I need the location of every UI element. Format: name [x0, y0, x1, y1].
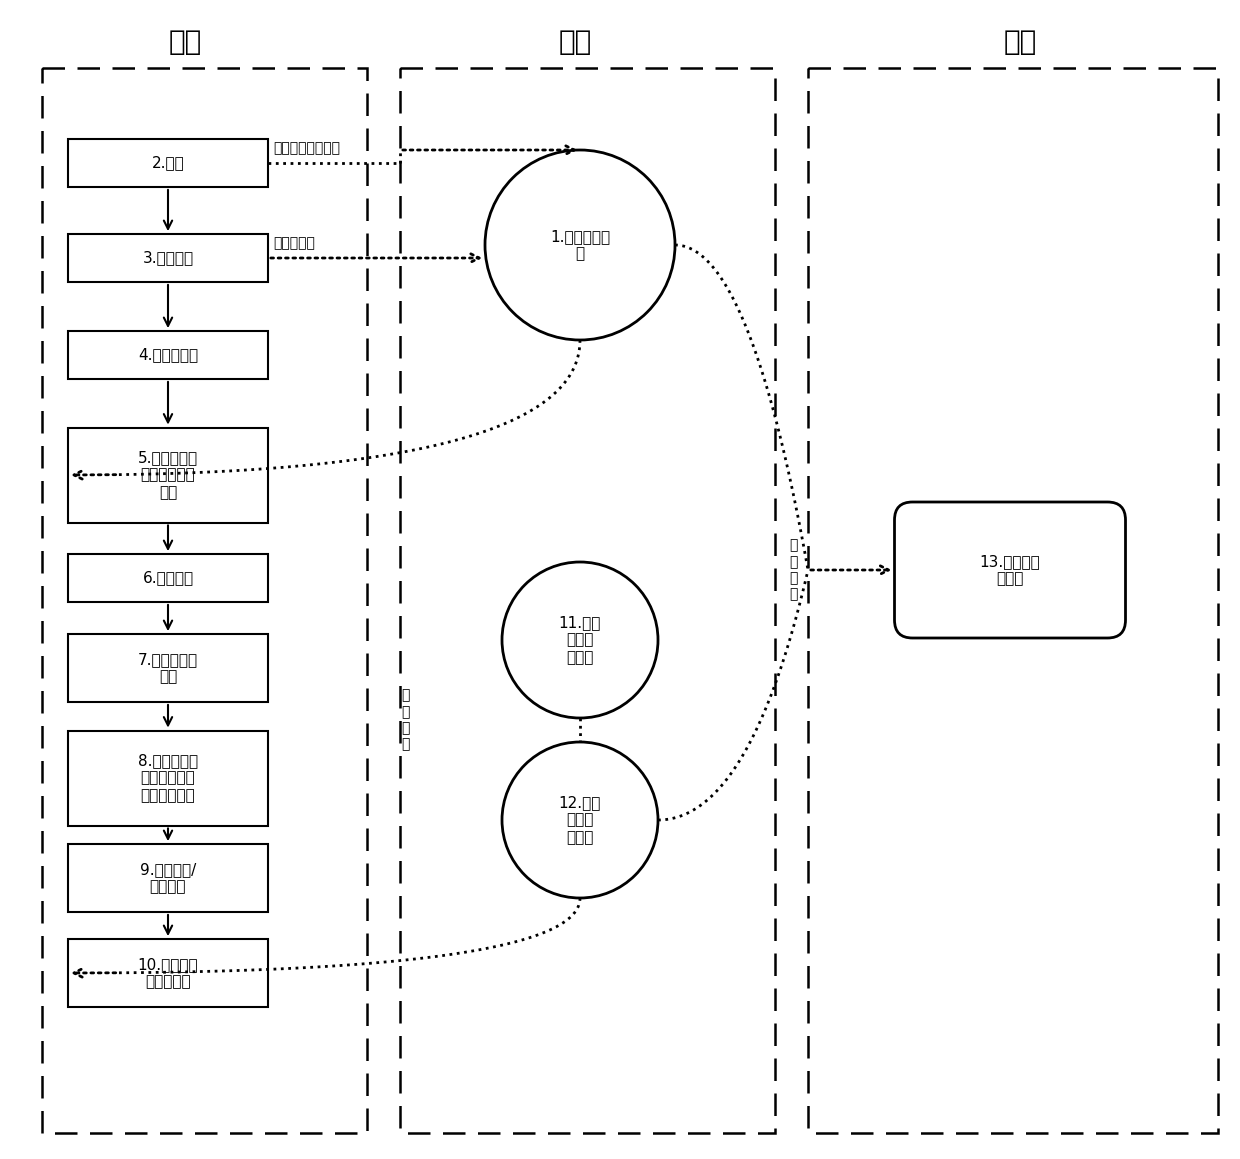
Bar: [808, 68, 1218, 1134]
FancyBboxPatch shape: [68, 844, 268, 912]
FancyBboxPatch shape: [68, 634, 268, 702]
Text: 1.建立知识体
系: 1.建立知识体 系: [549, 228, 610, 261]
Text: 7.多手段辅助
记忆: 7.多手段辅助 记忆: [138, 651, 198, 684]
Bar: [42, 68, 367, 1134]
Text: 3.选定计划: 3.选定计划: [143, 250, 193, 265]
Text: 成果: 成果: [558, 28, 591, 56]
Text: 5.对计划库内
知识点个性化
排序: 5.对计划库内 知识点个性化 排序: [138, 450, 198, 500]
Text: 目标: 目标: [1003, 28, 1037, 56]
Text: 4.形成计划库: 4.形成计划库: [138, 348, 198, 363]
FancyBboxPatch shape: [68, 730, 268, 825]
Text: 结
合
达
成: 结 合 达 成: [789, 539, 797, 602]
FancyBboxPatch shape: [68, 234, 268, 282]
Text: 流程: 流程: [169, 28, 202, 56]
Bar: [401, 68, 775, 1134]
Text: 13.个性化学
习方案: 13.个性化学 习方案: [980, 554, 1040, 586]
Text: 8.语音高效录
入信息，系统
自动快速检测: 8.语音高效录 入信息，系统 自动快速检测: [138, 753, 198, 803]
Text: 循
环
使
用: 循 环 使 用: [401, 688, 409, 751]
FancyBboxPatch shape: [68, 554, 268, 602]
Text: 2.开始: 2.开始: [151, 155, 185, 170]
Text: 11.形成
个人记
忆特征: 11.形成 个人记 忆特征: [559, 615, 601, 665]
Text: 9.语义分析/
获取结果: 9.语义分析/ 获取结果: [140, 862, 196, 895]
FancyBboxPatch shape: [68, 939, 268, 1007]
Text: 10.调整各知
识掌握情况: 10.调整各知 识掌握情况: [138, 957, 198, 989]
Text: 从知识体系中选取: 从知识体系中选取: [273, 141, 340, 155]
Text: 6.开始记忆: 6.开始记忆: [143, 570, 193, 585]
FancyBboxPatch shape: [68, 331, 268, 379]
FancyBboxPatch shape: [68, 428, 268, 523]
FancyBboxPatch shape: [894, 502, 1126, 637]
Text: 12.形成
个人知
识体系: 12.形成 个人知 识体系: [559, 795, 601, 845]
FancyBboxPatch shape: [68, 139, 268, 187]
Text: 形成计划库: 形成计划库: [273, 236, 315, 250]
